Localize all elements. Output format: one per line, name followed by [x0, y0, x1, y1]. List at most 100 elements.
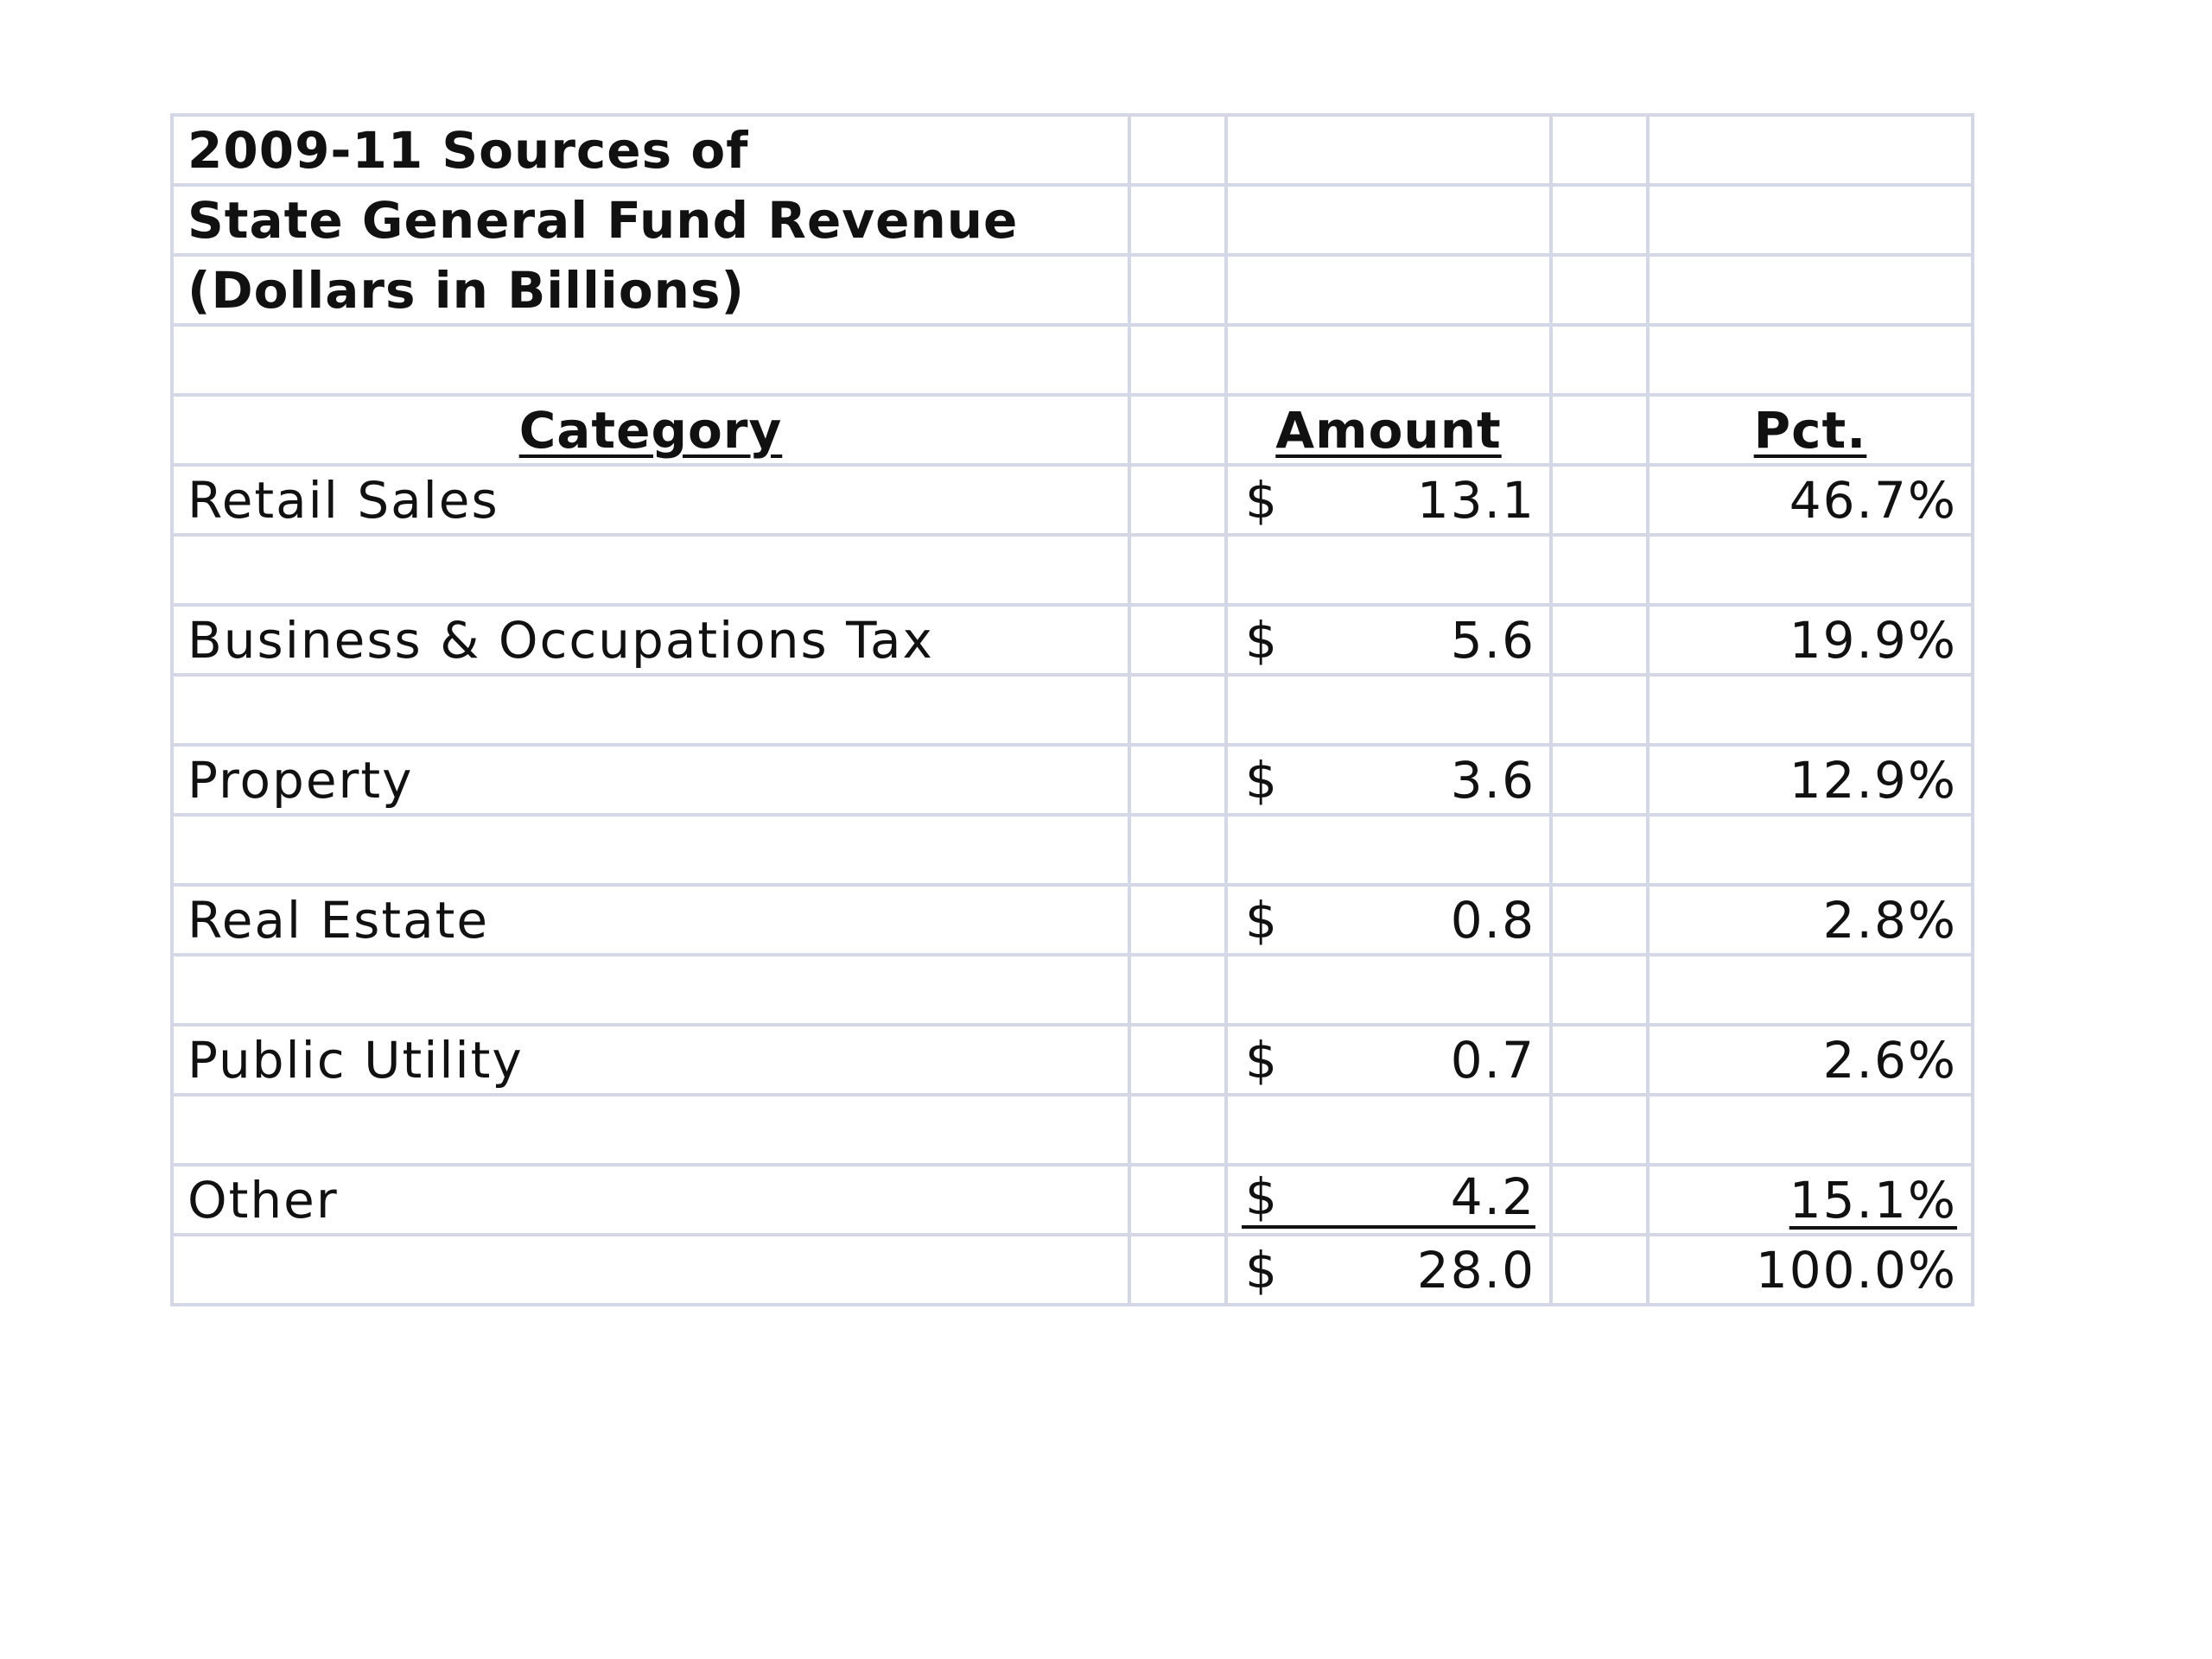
pct-cell: 12.9% [1646, 743, 1974, 817]
empty-cell [1128, 743, 1228, 817]
category-cell: Property [170, 743, 1131, 817]
empty-cell [1224, 113, 1553, 187]
title-row-3: (Dollars in Billions) [170, 253, 1974, 327]
table-row: Other $4.2 15.1% [170, 1163, 1974, 1236]
empty-cell [1549, 1233, 1649, 1306]
empty-cell [1128, 953, 1228, 1027]
empty-cell [1549, 393, 1649, 467]
empty-cell [1549, 323, 1649, 397]
pct-header: Pct. [1753, 400, 1867, 460]
total-row: $28.0 100.0% [170, 1233, 1974, 1306]
title-line-2: State General Fund Revenue [170, 183, 1131, 257]
amount-value: 5.6 [1450, 610, 1535, 670]
spacer-row [170, 673, 1974, 747]
empty-cell [1224, 253, 1553, 327]
pct-cell: 19.9% [1646, 603, 1974, 677]
table-row: Real Estate $0.8 2.8% [170, 883, 1974, 957]
empty-cell [1549, 253, 1649, 327]
pct-header-cell: Pct. [1646, 393, 1974, 467]
empty-cell [170, 1233, 1131, 1306]
empty-cell [170, 323, 1131, 397]
empty-cell [1549, 1163, 1649, 1236]
title-row-2: State General Fund Revenue [170, 183, 1974, 257]
currency-symbol: $ [1245, 890, 1279, 950]
category-cell: Public Utility [170, 1023, 1131, 1096]
empty-cell [1549, 953, 1649, 1027]
pct-value: 15.1% [1789, 1170, 1957, 1230]
amount-cell: $13.1 [1224, 463, 1553, 537]
title-line-3: (Dollars in Billions) [170, 253, 1131, 327]
amount-value: 3.6 [1450, 750, 1535, 810]
revenue-table: 2009-11 Sources of State General Fund Re… [170, 113, 1974, 1306]
empty-cell [1646, 1093, 1974, 1166]
total-pct: 100.0% [1646, 1233, 1974, 1306]
spacer-row [170, 533, 1974, 607]
empty-cell [170, 1093, 1131, 1166]
category-cell: Business & Occupations Tax [170, 603, 1131, 677]
empty-cell [1549, 603, 1649, 677]
empty-cell [1646, 113, 1974, 187]
empty-cell [1224, 183, 1553, 257]
table-row: Business & Occupations Tax $5.6 19.9% [170, 603, 1974, 677]
spacer-row [170, 323, 1974, 397]
category-header-cell: Category [170, 393, 1131, 467]
empty-cell [1646, 253, 1974, 327]
pct-cell: 2.8% [1646, 883, 1974, 957]
amount-value: 0.7 [1450, 1030, 1535, 1090]
empty-cell [1128, 463, 1228, 537]
currency-symbol: $ [1245, 1030, 1279, 1090]
total-amount-cell: $28.0 [1224, 1233, 1553, 1306]
amount-value: 4.2 [1450, 1166, 1535, 1226]
empty-cell [1224, 533, 1553, 607]
category-cell: Real Estate [170, 883, 1131, 957]
table-row: Public Utility $0.7 2.6% [170, 1023, 1974, 1096]
empty-cell [1128, 883, 1228, 957]
empty-cell [1549, 463, 1649, 537]
category-cell: Retail Sales [170, 463, 1131, 537]
empty-cell [1224, 673, 1553, 747]
empty-cell [1224, 323, 1553, 397]
empty-cell [1128, 323, 1228, 397]
empty-cell [1549, 533, 1649, 607]
total-amount: 28.0 [1416, 1240, 1535, 1300]
empty-cell [1646, 323, 1974, 397]
empty-cell [1128, 603, 1228, 677]
empty-cell [1549, 1093, 1649, 1166]
empty-cell [170, 813, 1131, 887]
amount-cell: $0.7 [1224, 1023, 1553, 1096]
empty-cell [1549, 743, 1649, 817]
title-row-1: 2009-11 Sources of [170, 113, 1974, 187]
empty-cell [1549, 1023, 1649, 1096]
amount-cell: $3.6 [1224, 743, 1553, 817]
empty-cell [1128, 113, 1228, 187]
header-row: Category Amount Pct. [170, 393, 1974, 467]
spacer-row [170, 813, 1974, 887]
empty-cell [1128, 183, 1228, 257]
amount-subtotal-underline: $4.2 [1242, 1172, 1535, 1229]
pct-cell: 2.6% [1646, 1023, 1974, 1096]
empty-cell [170, 533, 1131, 607]
empty-cell [1549, 183, 1649, 257]
amount-value: 0.8 [1450, 890, 1535, 950]
empty-cell [1646, 183, 1974, 257]
amount-cell: $0.8 [1224, 883, 1553, 957]
empty-cell [1128, 1093, 1228, 1166]
currency-symbol: $ [1245, 750, 1279, 810]
currency-symbol: $ [1245, 470, 1279, 530]
empty-cell [1646, 813, 1974, 887]
title-line-1: 2009-11 Sources of [170, 113, 1131, 187]
amount-cell: $5.6 [1224, 603, 1553, 677]
empty-cell [1224, 1093, 1553, 1166]
empty-cell [170, 673, 1131, 747]
empty-cell [1128, 1233, 1228, 1306]
empty-cell [1646, 953, 1974, 1027]
currency-symbol: $ [1245, 1240, 1279, 1300]
empty-cell [1128, 813, 1228, 887]
empty-cell [1549, 673, 1649, 747]
empty-cell [1549, 113, 1649, 187]
amount-header-cell: Amount [1224, 393, 1553, 467]
pct-cell: 15.1% [1646, 1163, 1974, 1236]
empty-cell [1224, 813, 1553, 887]
currency-symbol: $ [1245, 1166, 1279, 1226]
category-header: Category [518, 400, 783, 460]
